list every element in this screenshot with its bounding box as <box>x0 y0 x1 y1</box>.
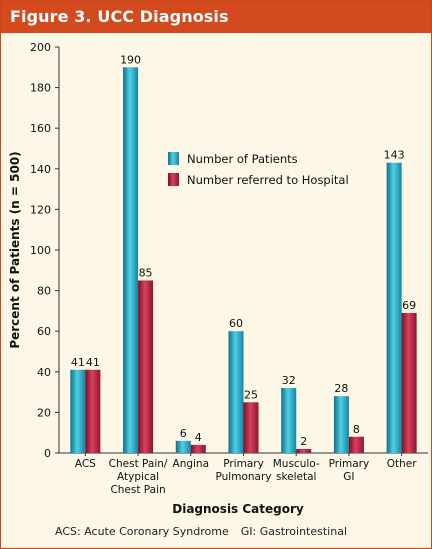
bar-value-label: 190 <box>120 53 141 66</box>
x-tick-label: Angina <box>173 458 210 470</box>
figure-title: Figure 3. UCC Diagnosis <box>10 7 229 26</box>
y-tick-label: 40 <box>37 366 51 379</box>
bar-number-of-patients-2 <box>175 440 191 453</box>
x-tick-label: Musculo- <box>273 458 320 470</box>
y-tick-label: 100 <box>30 244 51 257</box>
bar-number-referred-to-hospital-2 <box>190 444 206 453</box>
x-axis-title: Diagnosis Category <box>172 502 304 516</box>
legend: Number of Patients Number referred to Hos… <box>168 152 349 187</box>
y-tick-label: 0 <box>44 447 51 460</box>
legend-label-number-of-patients: Number of Patients <box>187 152 298 166</box>
y-tick-label: 120 <box>30 203 51 216</box>
y-tick-label: 80 <box>37 285 51 298</box>
bar-number-referred-to-hospital-5 <box>348 436 364 453</box>
bar-value-label: 25 <box>244 388 258 401</box>
x-tick-label: skeletal <box>276 471 316 483</box>
footnote: ACS: Acute Coronary Syndrome GI: Gastroin… <box>55 525 347 538</box>
bar-value-label: 6 <box>180 427 187 440</box>
bar-value-label: 28 <box>334 382 348 395</box>
bar-value-label: 69 <box>402 299 416 312</box>
footnote-acs: ACS: Acute Coronary Syndrome <box>55 525 229 538</box>
x-tick-label: ACS <box>75 458 96 470</box>
footnote-gi: GI: Gastrointestinal <box>240 525 348 538</box>
x-tick-label: Primary <box>223 458 264 470</box>
y-tick-label: 140 <box>30 163 51 176</box>
bar-number-of-patients-1 <box>123 67 139 454</box>
bar-number-referred-to-hospital-3 <box>243 402 259 453</box>
bar-value-label: 32 <box>282 374 296 387</box>
title-bar: Figure 3. UCC Diagnosis <box>1 1 431 33</box>
bar-value-label: 143 <box>384 149 405 162</box>
bar-value-label: 85 <box>139 266 153 279</box>
y-tick-label: 180 <box>30 82 51 95</box>
y-tick-label: 60 <box>37 325 51 338</box>
bar-number-of-patients-3 <box>228 331 244 453</box>
y-tick-label: 20 <box>37 406 51 419</box>
bar-value-label: 41 <box>71 356 85 369</box>
bar-value-label: 41 <box>86 356 100 369</box>
x-tick-label: Chest Pain/ <box>109 458 168 470</box>
bar-value-label: 8 <box>353 423 360 436</box>
bar-number-of-patients-4 <box>281 388 297 453</box>
x-tick-label: Other <box>387 458 417 470</box>
bar-number-referred-to-hospital-6 <box>401 312 417 453</box>
legend-swatch-number-referred-to-hospital <box>168 173 179 186</box>
bar-value-label: 60 <box>229 317 243 330</box>
x-tick-label: Chest Pain <box>110 484 165 496</box>
legend-label-number-referred-to-hospital: Number referred to Hospital <box>187 173 349 187</box>
x-tick-label: Pulmonary <box>216 471 272 483</box>
legend-swatch-number-of-patients <box>168 152 179 165</box>
y-axis-title: Percent of Patients (n = 500) <box>8 151 22 348</box>
bar-number-of-patients-0 <box>70 369 86 453</box>
x-tick-label: Primary <box>329 458 370 470</box>
bar-value-label: 2 <box>300 435 307 448</box>
bar-number-of-patients-5 <box>333 396 349 453</box>
bar-number-referred-to-hospital-4 <box>296 448 312 453</box>
bar-value-label: 4 <box>195 431 202 444</box>
bar-number-referred-to-hospital-1 <box>138 280 154 453</box>
y-tick-label: 160 <box>30 122 51 135</box>
bar-number-of-patients-6 <box>386 162 402 453</box>
y-tick-label: 200 <box>30 41 51 54</box>
bar-number-referred-to-hospital-0 <box>85 369 101 453</box>
x-tick-label: Atypical <box>117 471 159 483</box>
x-tick-label: GI <box>343 471 354 483</box>
